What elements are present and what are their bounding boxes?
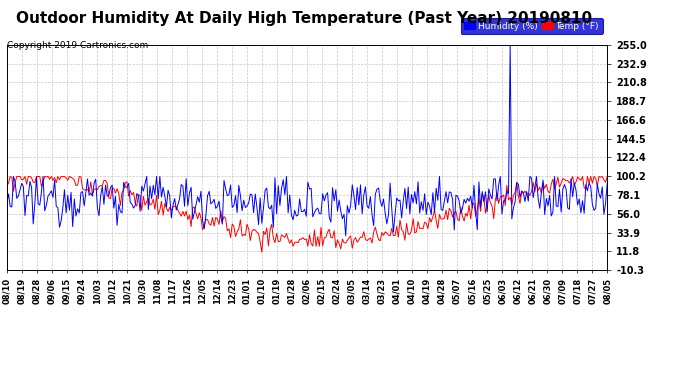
Text: Outdoor Humidity At Daily High Temperature (Past Year) 20190810: Outdoor Humidity At Daily High Temperatu… (16, 11, 591, 26)
Text: Copyright 2019 Cartronics.com: Copyright 2019 Cartronics.com (7, 41, 148, 50)
Legend: Humidity (%), Temp (°F): Humidity (%), Temp (°F) (461, 18, 602, 34)
